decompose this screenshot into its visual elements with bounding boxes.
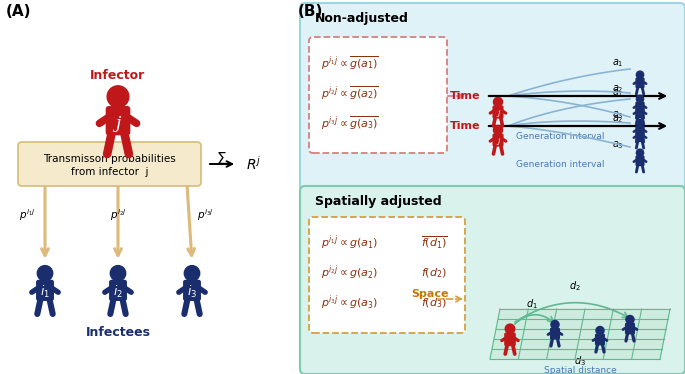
Text: j: j (497, 109, 499, 117)
Text: Space: Space (411, 289, 449, 299)
Circle shape (110, 266, 126, 281)
Text: $a_3$: $a_3$ (612, 139, 624, 151)
Circle shape (636, 95, 644, 102)
Circle shape (506, 324, 514, 334)
Circle shape (493, 125, 503, 135)
Text: j: j (115, 114, 121, 132)
Text: $i_1$: $i_1$ (40, 284, 50, 300)
Circle shape (551, 321, 559, 329)
Text: $R^j$: $R^j$ (247, 155, 262, 173)
FancyBboxPatch shape (636, 78, 644, 88)
FancyBboxPatch shape (300, 3, 685, 191)
FancyBboxPatch shape (636, 108, 644, 117)
FancyBboxPatch shape (505, 333, 515, 346)
Text: $a_2$: $a_2$ (612, 113, 624, 125)
Circle shape (184, 266, 200, 281)
Circle shape (493, 97, 503, 107)
FancyBboxPatch shape (596, 334, 604, 345)
FancyBboxPatch shape (106, 107, 129, 135)
Text: $p^{i_3j} \propto g(a_3)$: $p^{i_3j} \propto g(a_3)$ (321, 294, 378, 312)
Text: $p^{i_3 j}$: $p^{i_3 j}$ (197, 207, 213, 223)
Text: from infector  j: from infector j (71, 167, 148, 177)
FancyBboxPatch shape (300, 186, 685, 374)
FancyBboxPatch shape (110, 280, 126, 300)
Text: (A): (A) (6, 4, 32, 19)
Text: $\overline{f(d_1)}$: $\overline{f(d_1)}$ (421, 235, 448, 251)
Polygon shape (490, 309, 670, 359)
FancyBboxPatch shape (625, 323, 634, 334)
Text: Time: Time (449, 121, 480, 131)
FancyBboxPatch shape (37, 280, 53, 300)
Text: $a_2$: $a_2$ (612, 83, 624, 95)
FancyBboxPatch shape (493, 106, 503, 118)
Text: Infector: Infector (90, 69, 146, 82)
Text: $p^{i_3j} \propto \overline{g(a_3)}$: $p^{i_3j} \propto \overline{g(a_3)}$ (321, 114, 379, 132)
FancyBboxPatch shape (309, 217, 465, 333)
Text: $a_1$: $a_1$ (612, 57, 624, 69)
Circle shape (107, 86, 129, 107)
FancyBboxPatch shape (636, 132, 644, 141)
Text: $p^{i_1j} \propto g(a_1)$: $p^{i_1j} \propto g(a_1)$ (321, 234, 378, 252)
Text: $p^{i_2 j}$: $p^{i_2 j}$ (110, 207, 126, 223)
Text: $\Sigma$: $\Sigma$ (216, 151, 226, 167)
FancyBboxPatch shape (636, 156, 644, 166)
FancyBboxPatch shape (184, 280, 200, 300)
Circle shape (636, 101, 644, 108)
Text: j: j (497, 137, 499, 145)
Text: $p^{i_2j} \propto g(a_2)$: $p^{i_2j} \propto g(a_2)$ (321, 264, 378, 282)
FancyBboxPatch shape (309, 37, 447, 153)
Text: $i_2$: $i_2$ (113, 284, 123, 300)
Circle shape (636, 125, 644, 132)
Text: Spatially adjusted: Spatially adjusted (315, 195, 442, 208)
FancyBboxPatch shape (493, 134, 503, 146)
Text: $a_1$: $a_1$ (612, 87, 624, 99)
Text: $d_1$: $d_1$ (526, 297, 538, 311)
Circle shape (636, 119, 644, 126)
FancyBboxPatch shape (636, 126, 644, 135)
Text: $a_3$: $a_3$ (612, 109, 624, 121)
Text: $f(d_3)$: $f(d_3)$ (421, 296, 447, 310)
Text: $d_3$: $d_3$ (574, 354, 586, 368)
Text: $i_3$: $i_3$ (187, 284, 197, 300)
Text: $f(d_2)$: $f(d_2)$ (421, 266, 447, 280)
Text: Generation interval: Generation interval (516, 132, 604, 141)
Text: (B): (B) (298, 4, 323, 19)
Circle shape (596, 327, 604, 335)
Text: $p^{i_2j} \propto \overline{g(a_2)}$: $p^{i_2j} \propto \overline{g(a_2)}$ (321, 84, 379, 102)
FancyBboxPatch shape (18, 142, 201, 186)
Text: Time: Time (449, 91, 480, 101)
FancyBboxPatch shape (636, 102, 644, 111)
Circle shape (636, 71, 644, 79)
Text: Non-adjusted: Non-adjusted (315, 12, 409, 25)
Circle shape (37, 266, 53, 281)
Text: Infectees: Infectees (86, 326, 151, 339)
Text: Generation interval: Generation interval (516, 159, 604, 169)
Text: Spatial distance: Spatial distance (544, 366, 616, 374)
FancyBboxPatch shape (551, 328, 560, 339)
Text: Transmisson probabilities: Transmisson probabilities (43, 154, 176, 164)
Text: $p^{i_1 j}$: $p^{i_1 j}$ (18, 207, 36, 223)
Text: $d_2$: $d_2$ (569, 279, 581, 293)
Circle shape (636, 149, 644, 156)
Circle shape (626, 316, 634, 324)
Text: $p^{i_1j} \propto \overline{g(a_1)}$: $p^{i_1j} \propto \overline{g(a_1)}$ (321, 54, 379, 72)
